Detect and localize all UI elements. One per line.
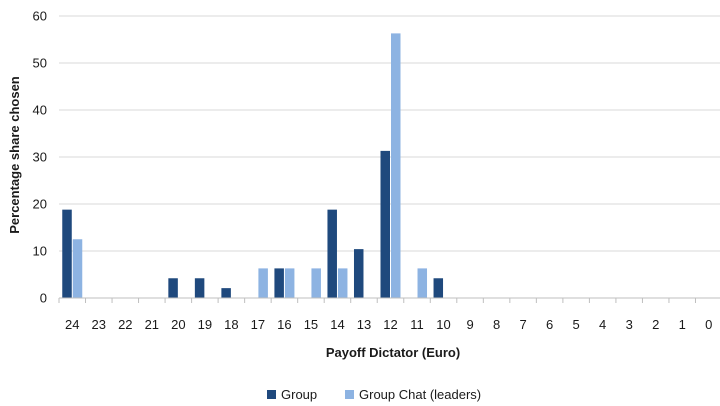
bar-group-chat-leaders bbox=[284, 268, 295, 298]
x-tick-label: 16 bbox=[277, 317, 291, 332]
y-tick-label: 0 bbox=[40, 291, 47, 306]
x-tick-label: 20 bbox=[171, 317, 185, 332]
x-tick-label: 13 bbox=[357, 317, 371, 332]
bar-group bbox=[380, 150, 390, 298]
bar-group-chat-leaders bbox=[72, 239, 83, 298]
x-tick-label: 7 bbox=[519, 317, 526, 332]
x-tick-label: 0 bbox=[705, 317, 712, 332]
x-tick-label: 21 bbox=[145, 317, 159, 332]
bar-group bbox=[353, 249, 364, 298]
x-tick-label: 8 bbox=[493, 317, 500, 332]
bar-group bbox=[194, 278, 205, 298]
bar-group-chat-leaders bbox=[391, 33, 401, 298]
y-tick-label: 60 bbox=[33, 9, 47, 24]
x-tick-label: 11 bbox=[410, 317, 424, 332]
bar-group bbox=[433, 278, 444, 298]
bar-group-chat-leaders bbox=[417, 268, 428, 298]
x-tick-labels: 24 23 22 21 20 19 18 17 16 15 14 13 12 11 10 9 8 7 6 5 4 3 2 1 0 bbox=[65, 317, 712, 332]
x-tick-label: 12 bbox=[383, 317, 397, 332]
legend-label-group-chat-leaders: Group Chat (leaders) bbox=[359, 387, 481, 402]
x-tick-label: 9 bbox=[466, 317, 473, 332]
bar-group bbox=[168, 278, 178, 298]
x-tick-label: 2 bbox=[652, 317, 659, 332]
y-tick-label: 50 bbox=[33, 56, 47, 71]
x-tick-label: 24 bbox=[65, 317, 79, 332]
bar-group-chat-leaders bbox=[337, 268, 348, 298]
legend-label-group: Group bbox=[281, 387, 317, 402]
x-tick-label: 1 bbox=[679, 317, 686, 332]
bar-group bbox=[327, 209, 337, 298]
legend-swatch-group-chat-leaders bbox=[345, 390, 354, 399]
gridlines bbox=[59, 15, 720, 252]
bar-group-chat-leaders bbox=[258, 268, 268, 298]
x-tick-label: 5 bbox=[573, 317, 580, 332]
x-tick-label: 4 bbox=[599, 317, 606, 332]
y-tick-label: 30 bbox=[33, 150, 47, 165]
legend-swatch-group bbox=[267, 390, 276, 399]
y-tick-label: 10 bbox=[33, 244, 47, 259]
x-tick-label: 15 bbox=[304, 317, 318, 332]
x-tick-label: 23 bbox=[92, 317, 106, 332]
y-axis-title: Percentage share chosen bbox=[7, 76, 22, 234]
x-tick-label: 10 bbox=[436, 317, 450, 332]
axes bbox=[58, 297, 720, 303]
x-tick-label: 14 bbox=[330, 317, 344, 332]
y-tick-label: 20 bbox=[33, 197, 47, 212]
x-tick-label: 18 bbox=[224, 317, 238, 332]
y-tick-label: 40 bbox=[33, 103, 47, 118]
bars bbox=[62, 33, 444, 298]
bar-group bbox=[274, 268, 284, 298]
x-tick-label: 6 bbox=[546, 317, 553, 332]
legend: Group Group Chat (leaders) bbox=[267, 387, 481, 402]
x-tick-label: 3 bbox=[626, 317, 633, 332]
x-tick-label: 19 bbox=[198, 317, 212, 332]
x-tick-label: 22 bbox=[118, 317, 132, 332]
y-tick-labels: 0 10 20 30 40 50 60 bbox=[33, 9, 47, 306]
x-axis-title: Payoff Dictator (Euro) bbox=[326, 345, 460, 360]
bar-group bbox=[221, 288, 231, 298]
bar-group-chat-leaders bbox=[311, 268, 321, 298]
x-tick-label: 17 bbox=[251, 317, 265, 332]
bar-group bbox=[62, 209, 72, 298]
